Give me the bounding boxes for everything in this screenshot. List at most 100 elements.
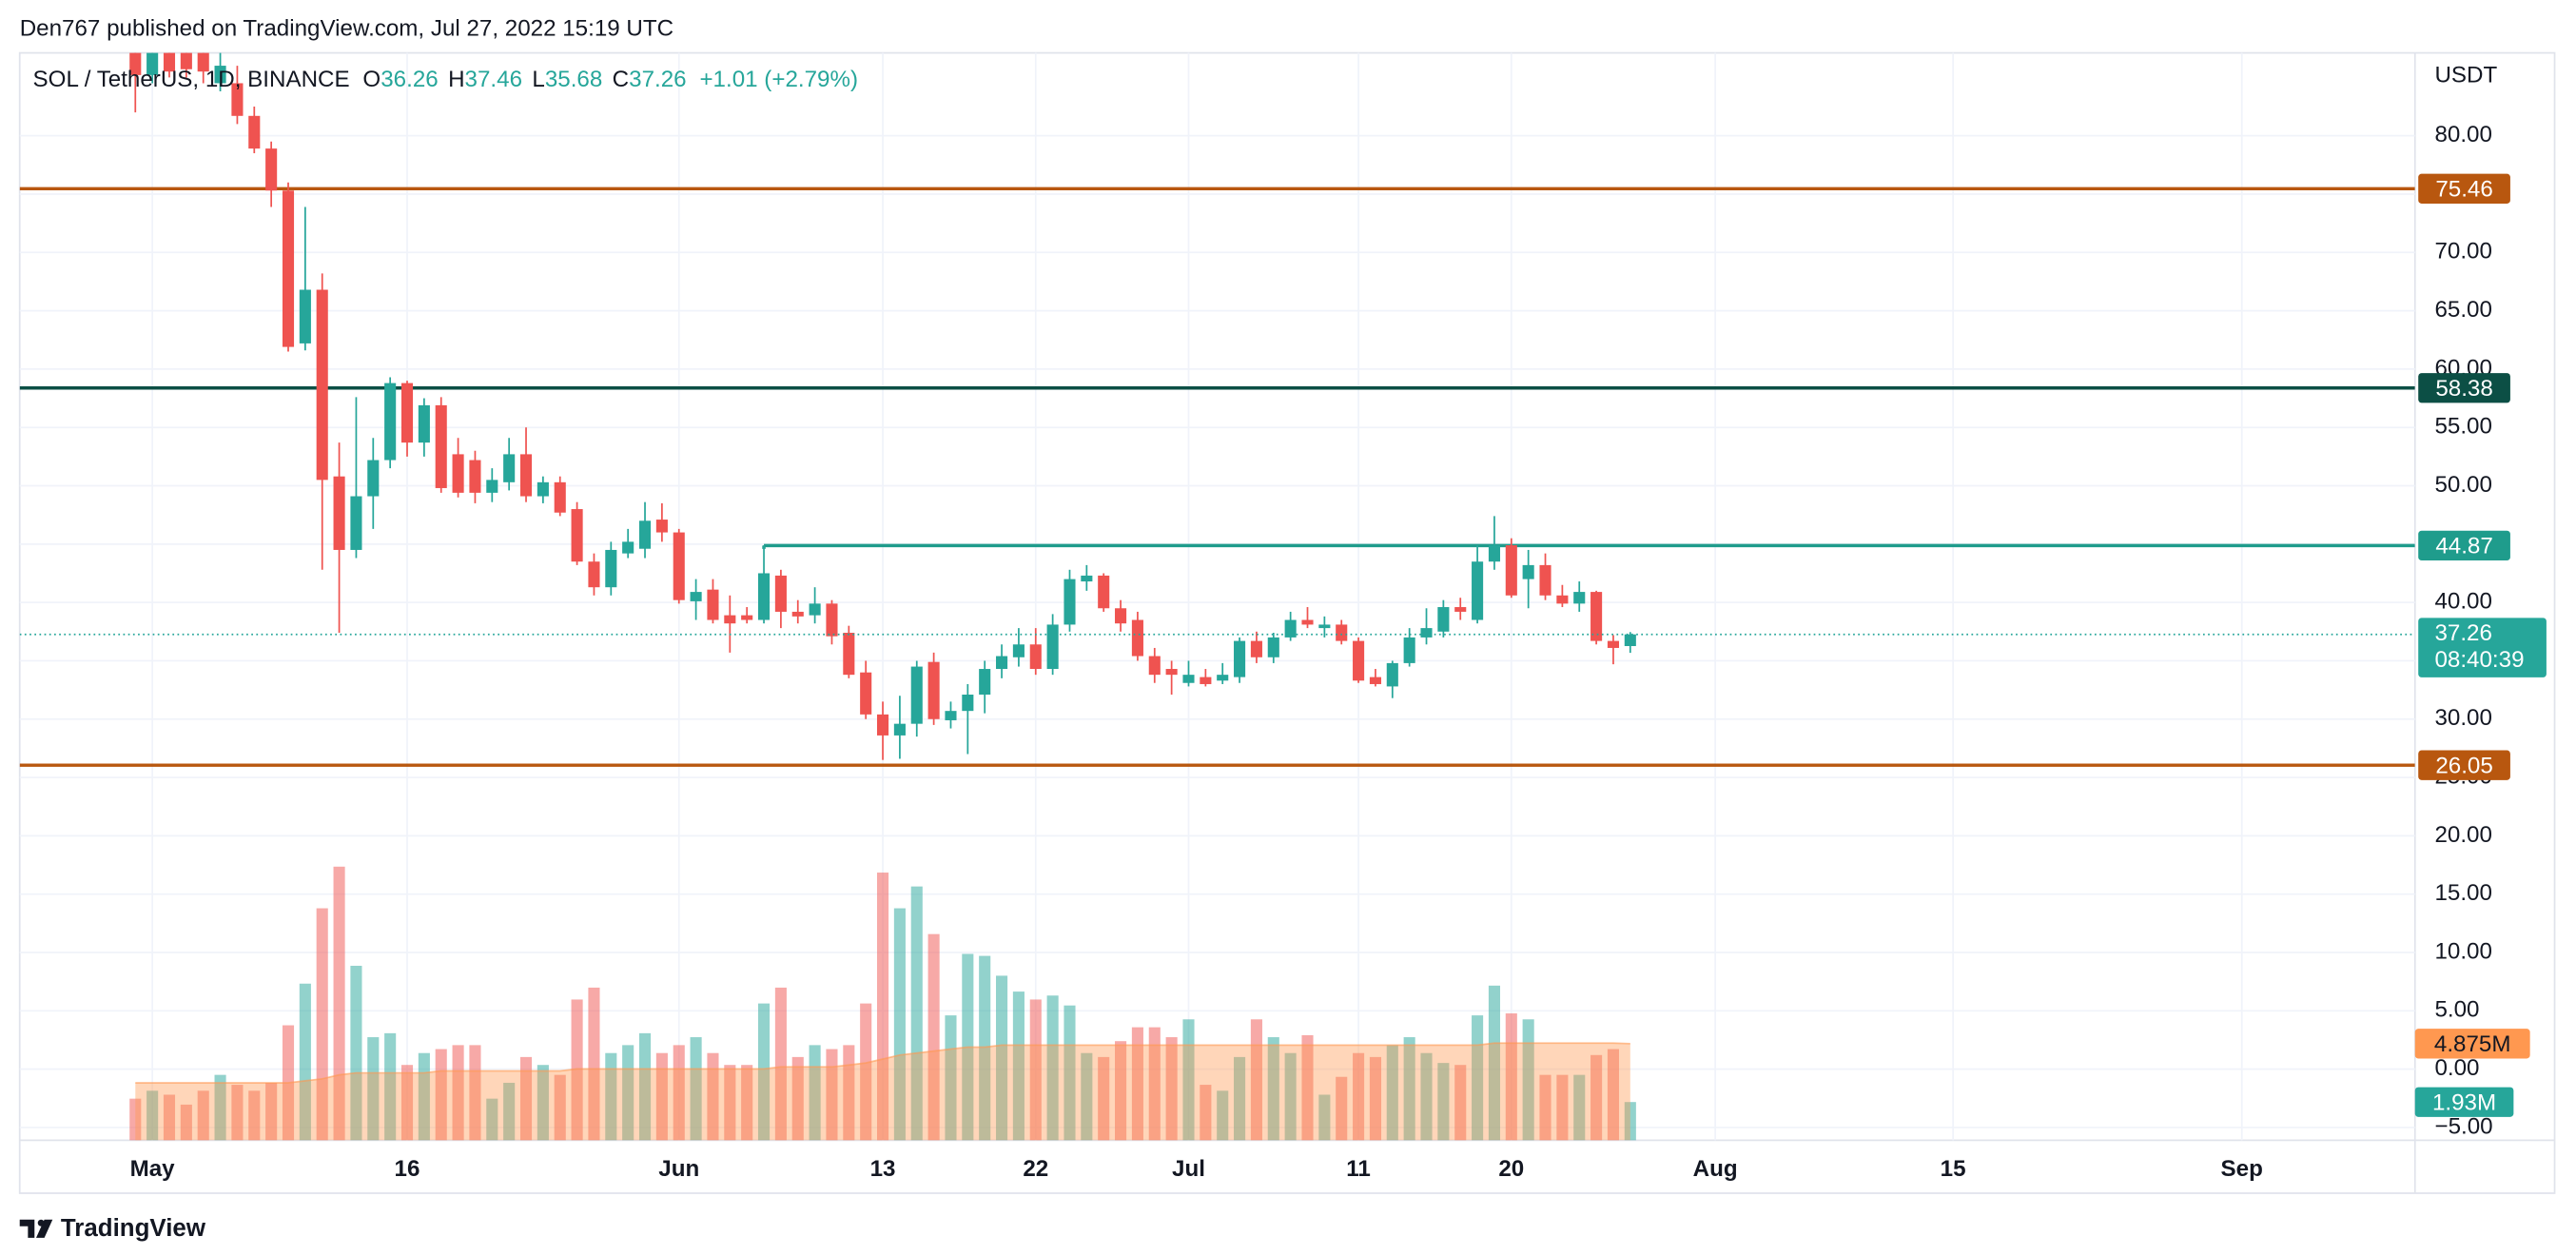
candle-body bbox=[877, 714, 889, 736]
candle-body bbox=[1403, 637, 1415, 663]
volume-bar bbox=[486, 1098, 498, 1141]
candle-body bbox=[962, 695, 974, 712]
x-tick-label: 16 bbox=[395, 1156, 420, 1182]
volume-bar bbox=[1318, 1094, 1331, 1141]
volume-bar bbox=[333, 866, 345, 1141]
volume-bar bbox=[757, 1003, 771, 1141]
candle-body bbox=[469, 460, 481, 493]
candle-body bbox=[996, 656, 1008, 670]
volume-bar bbox=[519, 1056, 533, 1141]
volume-ma-badge-text: 4.875M bbox=[2434, 1031, 2511, 1057]
candle-body bbox=[1624, 634, 1636, 646]
price-pane bbox=[19, 52, 2415, 1141]
candle-body bbox=[146, 52, 159, 75]
candle-body bbox=[1505, 545, 1517, 596]
candle-body bbox=[927, 661, 940, 719]
candle-body bbox=[945, 711, 957, 720]
candle-body bbox=[537, 481, 549, 497]
volume-bar bbox=[826, 1049, 838, 1141]
y-tick-label: 30.00 bbox=[2434, 705, 2491, 731]
level-badge-text: 75.46 bbox=[2435, 176, 2492, 202]
x-tick-label: May bbox=[130, 1156, 176, 1182]
volume-bar bbox=[791, 1056, 804, 1141]
volume-bar bbox=[400, 1065, 414, 1141]
y-tick-label: 80.00 bbox=[2434, 122, 2491, 147]
volume-bar bbox=[299, 983, 311, 1141]
candle-body bbox=[1336, 624, 1348, 641]
candle-body bbox=[809, 603, 821, 616]
volume-ma-area bbox=[135, 1043, 1630, 1141]
volume-bar bbox=[316, 908, 328, 1141]
candle-body bbox=[1472, 561, 1484, 620]
candle-body bbox=[1200, 677, 1212, 684]
candle-body bbox=[400, 383, 414, 443]
candle-body bbox=[1131, 619, 1143, 657]
candle-body bbox=[265, 148, 278, 191]
volume-bar bbox=[655, 1052, 668, 1141]
candle-body bbox=[979, 669, 991, 696]
x-tick-label: 20 bbox=[1498, 1156, 1524, 1182]
x-tick-label: 11 bbox=[1346, 1156, 1371, 1182]
candle-body bbox=[1081, 575, 1093, 582]
candle-body bbox=[1029, 644, 1042, 670]
volume-bar bbox=[1148, 1027, 1161, 1141]
candle-body bbox=[231, 83, 244, 116]
volume-bar bbox=[1403, 1037, 1415, 1141]
volume-bar bbox=[1607, 1049, 1619, 1141]
volume-bar bbox=[503, 1082, 516, 1141]
candle-body bbox=[774, 575, 787, 612]
candle-body bbox=[1437, 607, 1450, 632]
x-tick-label: 13 bbox=[870, 1156, 896, 1182]
volume-bar bbox=[265, 1082, 278, 1141]
candle-body bbox=[910, 666, 923, 724]
candle-body bbox=[1556, 595, 1569, 604]
volume-ma-line bbox=[135, 1042, 1630, 1084]
candle-body bbox=[1284, 619, 1297, 638]
x-tick-label: 15 bbox=[1941, 1156, 1966, 1182]
currency-label: USDT bbox=[2434, 62, 2497, 88]
candle-body bbox=[1488, 545, 1500, 562]
volume-bar bbox=[979, 955, 991, 1141]
y-tick-label: 10.00 bbox=[2434, 938, 2491, 964]
candle-body bbox=[893, 723, 906, 736]
volume-bar bbox=[146, 1090, 159, 1141]
y-tick-label: 15.00 bbox=[2434, 880, 2491, 906]
candle-body bbox=[1301, 619, 1314, 625]
volume-bar bbox=[1029, 999, 1042, 1141]
candle-body bbox=[197, 52, 209, 72]
candle-body bbox=[435, 404, 447, 488]
legend-high: 37.46 bbox=[465, 67, 522, 92]
brand-icon bbox=[19, 1219, 53, 1238]
candle-body bbox=[554, 481, 566, 513]
candle-body bbox=[791, 611, 804, 617]
candle-body bbox=[1454, 607, 1467, 612]
candle-body bbox=[1318, 624, 1331, 629]
level-badge bbox=[2418, 373, 2510, 403]
volume-bar bbox=[129, 1098, 142, 1141]
candle-body bbox=[248, 115, 261, 149]
volume-bar bbox=[1267, 1037, 1279, 1141]
volume-bar bbox=[1046, 995, 1059, 1141]
candle-body bbox=[452, 454, 464, 493]
volume-bar bbox=[1386, 1045, 1398, 1141]
grid bbox=[19, 52, 2415, 1141]
volume-bar bbox=[1590, 1054, 1603, 1141]
y-tick-label: 55.00 bbox=[2434, 414, 2491, 440]
publish-header: Den767 published on TradingView.com, Jul… bbox=[20, 16, 673, 42]
volume-bar bbox=[809, 1045, 821, 1141]
level-badge bbox=[2418, 173, 2510, 204]
x-tick-label: Jul bbox=[1172, 1156, 1205, 1182]
volume-badge bbox=[2414, 1087, 2514, 1117]
candle-body bbox=[519, 454, 533, 497]
volume-bar bbox=[588, 987, 600, 1141]
volume-bar bbox=[1369, 1056, 1381, 1141]
volume-bar bbox=[1556, 1074, 1569, 1141]
volume-bar bbox=[452, 1045, 464, 1141]
last-price-text: 37.26 bbox=[2434, 620, 2491, 646]
candle-body bbox=[588, 561, 600, 588]
symbol: SOL / TetherUS, 1D, BINANCE bbox=[33, 67, 350, 92]
candle-body bbox=[1386, 662, 1398, 687]
candle-body bbox=[129, 52, 142, 75]
